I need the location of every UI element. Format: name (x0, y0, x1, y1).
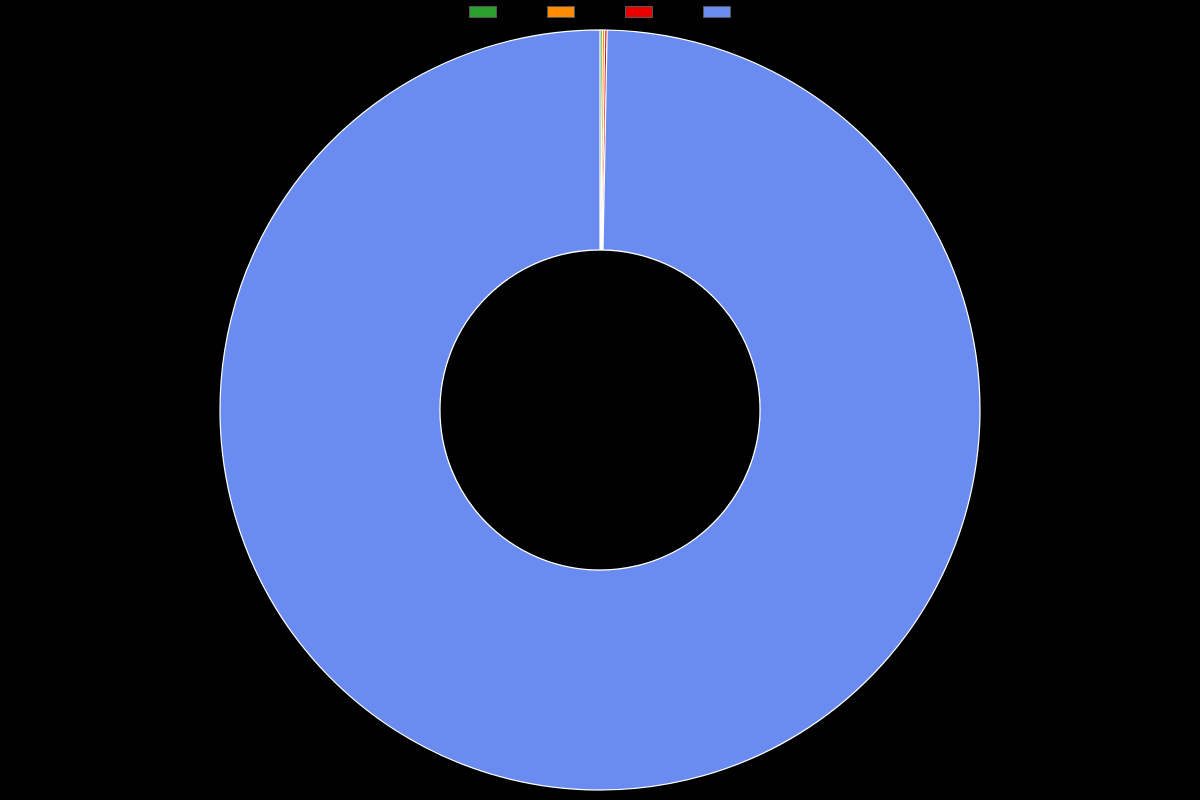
legend-swatch-3 (703, 6, 731, 18)
chart-legend (0, 6, 1200, 18)
donut-chart (218, 28, 982, 792)
legend-swatch-2 (625, 6, 653, 18)
legend-swatch-0 (469, 6, 497, 18)
donut-chart-wrap (218, 28, 982, 792)
legend-item-2 (625, 6, 653, 18)
legend-item-3 (703, 6, 731, 18)
legend-swatch-1 (547, 6, 575, 18)
legend-item-1 (547, 6, 575, 18)
chart-canvas (0, 0, 1200, 800)
legend-item-0 (469, 6, 497, 18)
donut-hole (440, 250, 760, 570)
